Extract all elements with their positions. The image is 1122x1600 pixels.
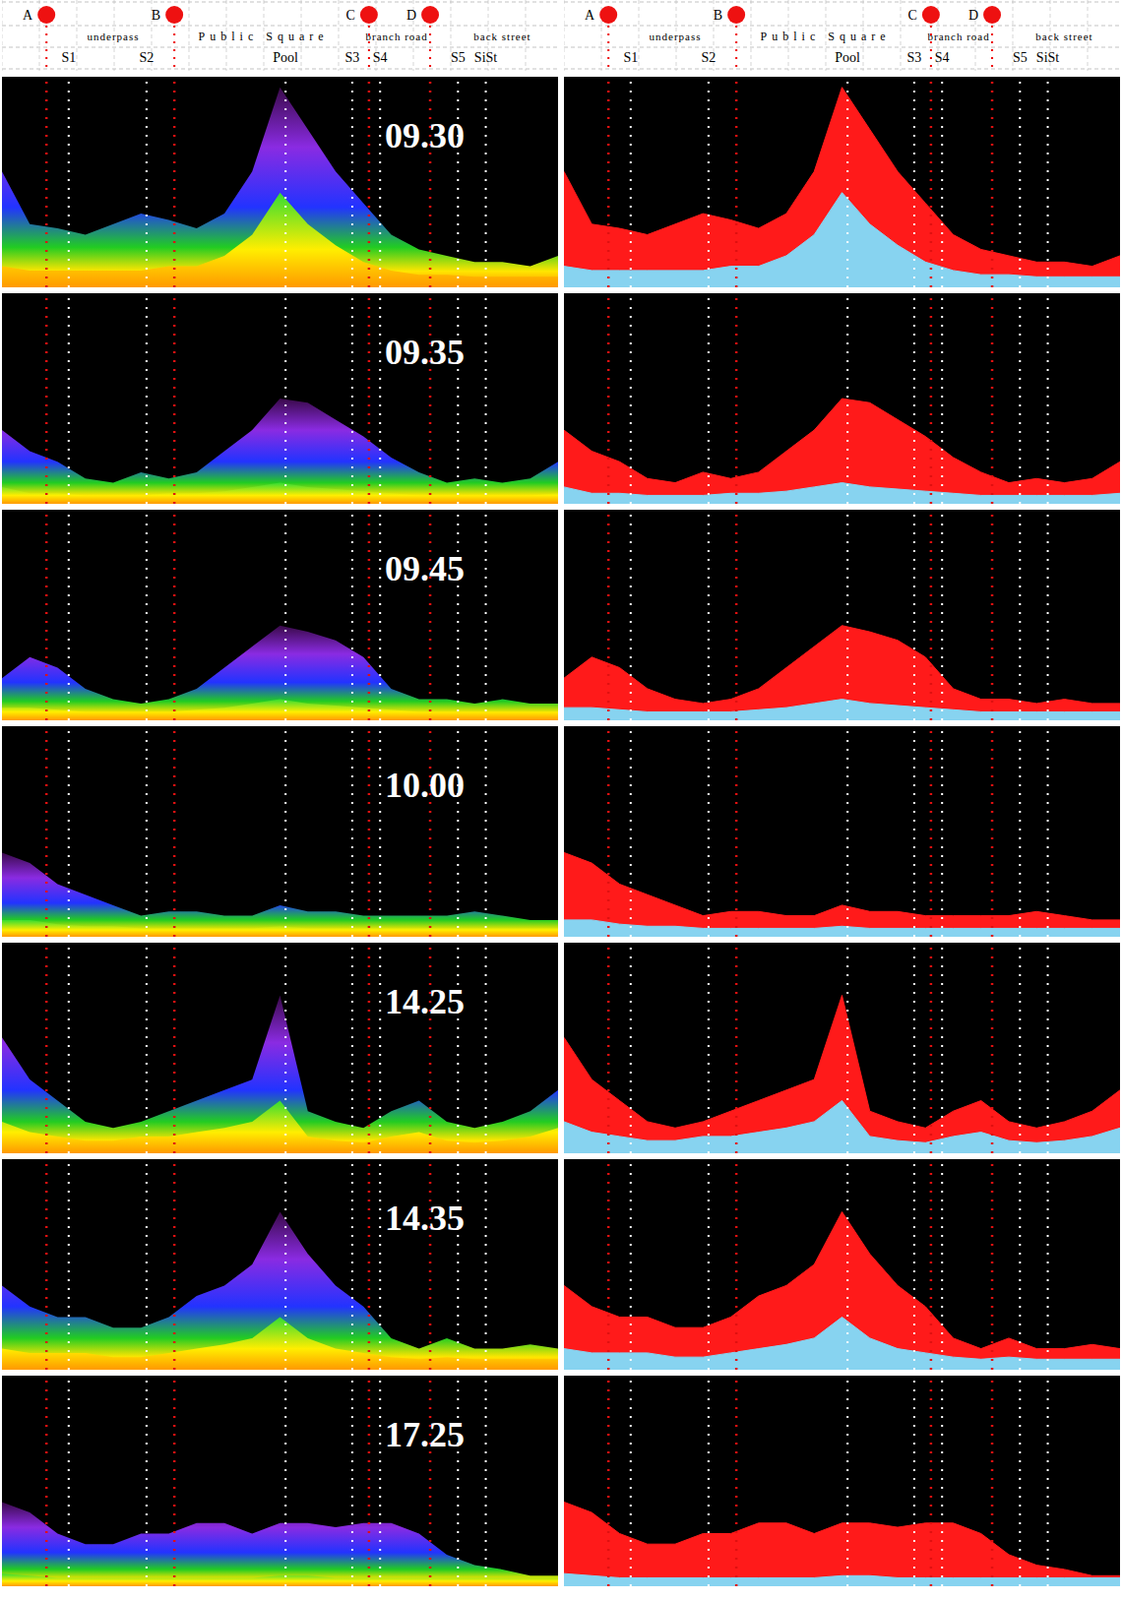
svg-text:D: D [406, 7, 417, 23]
svg-text:S1: S1 [61, 50, 76, 65]
html-text:09.30: 09.30 [384, 116, 465, 156]
html-text:14.25: 14.25 [384, 982, 465, 1022]
html-text:10.00: 10.00 [384, 765, 465, 805]
svg-text:branch road: branch road [928, 30, 991, 43]
svg-text:back street: back street [1035, 30, 1093, 43]
svg-text:S2: S2 [701, 50, 717, 65]
svg-text:S3: S3 [345, 50, 361, 65]
svg-text:SiSt: SiSt [1036, 50, 1060, 65]
svg-text:S3: S3 [907, 50, 923, 65]
svg-text:S4: S4 [935, 50, 950, 65]
svg-text:Pool: Pool [272, 50, 299, 65]
svg-text:A: A [584, 7, 596, 23]
html-text:17.25: 17.25 [384, 1415, 465, 1455]
svg-text:S5: S5 [1012, 50, 1028, 65]
html-text:14.35: 14.35 [384, 1198, 465, 1239]
svg-text:Public Square: Public Square [760, 29, 891, 44]
svg-text:B: B [151, 7, 161, 23]
svg-text:A: A [22, 7, 34, 23]
html-text:09.35: 09.35 [384, 332, 465, 372]
svg-text:S2: S2 [139, 50, 155, 65]
html-text:09.45: 09.45 [384, 549, 465, 589]
svg-text:SiSt: SiSt [474, 50, 498, 65]
svg-text:S1: S1 [623, 50, 638, 65]
svg-text:back street: back street [473, 30, 531, 43]
svg-text:underpass: underpass [649, 30, 702, 43]
svg-text:C: C [908, 7, 918, 23]
svg-text:Pool: Pool [834, 50, 861, 65]
svg-text:S5: S5 [450, 50, 466, 65]
svg-text:Public Square: Public Square [198, 29, 329, 44]
svg-text:B: B [713, 7, 723, 23]
svg-text:branch road: branch road [366, 30, 429, 43]
svg-text:underpass: underpass [87, 30, 140, 43]
svg-text:C: C [346, 7, 356, 23]
svg-text:D: D [968, 7, 979, 23]
svg-text:S4: S4 [373, 50, 388, 65]
